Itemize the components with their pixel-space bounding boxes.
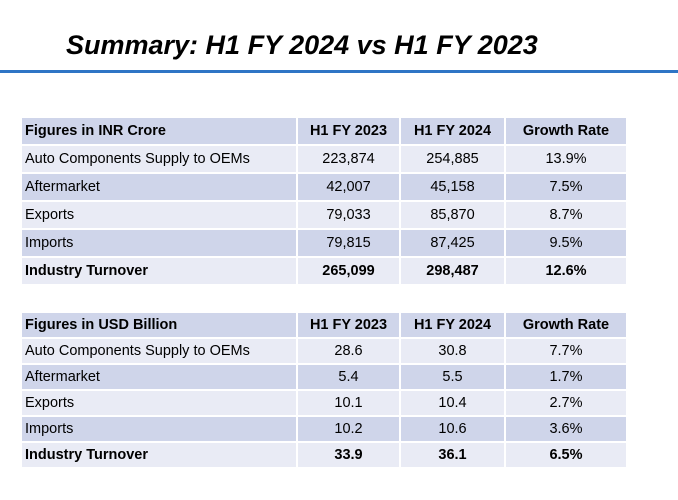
inr-crore-table: Figures in INR Crore H1 FY 2023 H1 FY 20… <box>20 116 628 286</box>
table-cell: 6.5% <box>504 441 628 469</box>
table-cell: 9.5% <box>504 228 628 258</box>
table-cell: 36.1 <box>399 441 506 469</box>
table-cell: 265,099 <box>296 256 401 286</box>
row-label: Aftermarket <box>20 172 298 202</box>
table-row: Aftermarket 42,007 45,158 7.5% <box>20 172 628 202</box>
table-cell: 12.6% <box>504 256 628 286</box>
header-cell: H1 FY 2023 <box>296 116 401 146</box>
row-label: Aftermarket <box>20 363 298 391</box>
table-cell: 10.4 <box>399 389 506 417</box>
table-cell: 79,815 <box>296 228 401 258</box>
table-cell: 1.7% <box>504 363 628 391</box>
row-label: Auto Components Supply to OEMs <box>20 337 298 365</box>
header-cell: Figures in INR Crore <box>20 116 298 146</box>
table-cell: 33.9 <box>296 441 401 469</box>
table-cell: 2.7% <box>504 389 628 417</box>
table-row: Exports 10.1 10.4 2.7% <box>20 389 628 417</box>
table-row: Auto Components Supply to OEMs 28.6 30.8… <box>20 337 628 365</box>
table-cell: 13.9% <box>504 144 628 174</box>
title-divider <box>0 70 678 73</box>
header-cell: Figures in USD Billion <box>20 311 298 339</box>
table-cell: 30.8 <box>399 337 506 365</box>
table-cell: 254,885 <box>399 144 506 174</box>
table-header-row: Figures in USD Billion H1 FY 2023 H1 FY … <box>20 311 628 339</box>
table-cell: 79,033 <box>296 200 401 230</box>
table-row: Exports 79,033 85,870 8.7% <box>20 200 628 230</box>
table-cell: 85,870 <box>399 200 506 230</box>
table-cell: 7.7% <box>504 337 628 365</box>
header-cell: H1 FY 2024 <box>399 116 506 146</box>
table-cell: 223,874 <box>296 144 401 174</box>
table-cell: 42,007 <box>296 172 401 202</box>
row-label: Industry Turnover <box>20 441 298 469</box>
row-label: Imports <box>20 228 298 258</box>
slide-title: Summary: H1 FY 2024 vs H1 FY 2023 <box>66 30 538 60</box>
header-cell: H1 FY 2023 <box>296 311 401 339</box>
header-cell: Growth Rate <box>504 311 628 339</box>
table-cell: 5.4 <box>296 363 401 391</box>
table-cell: 8.7% <box>504 200 628 230</box>
table-cell: 10.2 <box>296 415 401 443</box>
row-label: Industry Turnover <box>20 256 298 286</box>
table-cell: 87,425 <box>399 228 506 258</box>
row-label: Imports <box>20 415 298 443</box>
row-label: Auto Components Supply to OEMs <box>20 144 298 174</box>
table-row: Imports 10.2 10.6 3.6% <box>20 415 628 443</box>
total-row: Industry Turnover 33.9 36.1 6.5% <box>20 441 628 469</box>
table-cell: 28.6 <box>296 337 401 365</box>
total-row: Industry Turnover 265,099 298,487 12.6% <box>20 256 628 286</box>
table-cell: 45,158 <box>399 172 506 202</box>
table-row: Aftermarket 5.4 5.5 1.7% <box>20 363 628 391</box>
table-cell: 7.5% <box>504 172 628 202</box>
table-cell: 10.6 <box>399 415 506 443</box>
row-label: Exports <box>20 200 298 230</box>
table-cell: 298,487 <box>399 256 506 286</box>
table-cell: 10.1 <box>296 389 401 417</box>
table-row: Imports 79,815 87,425 9.5% <box>20 228 628 258</box>
usd-billion-table: Figures in USD Billion H1 FY 2023 H1 FY … <box>20 311 628 469</box>
row-label: Exports <box>20 389 298 417</box>
header-cell: H1 FY 2024 <box>399 311 506 339</box>
table-cell: 3.6% <box>504 415 628 443</box>
header-cell: Growth Rate <box>504 116 628 146</box>
table-row: Auto Components Supply to OEMs 223,874 2… <box>20 144 628 174</box>
table-cell: 5.5 <box>399 363 506 391</box>
table-header-row: Figures in INR Crore H1 FY 2023 H1 FY 20… <box>20 116 628 146</box>
